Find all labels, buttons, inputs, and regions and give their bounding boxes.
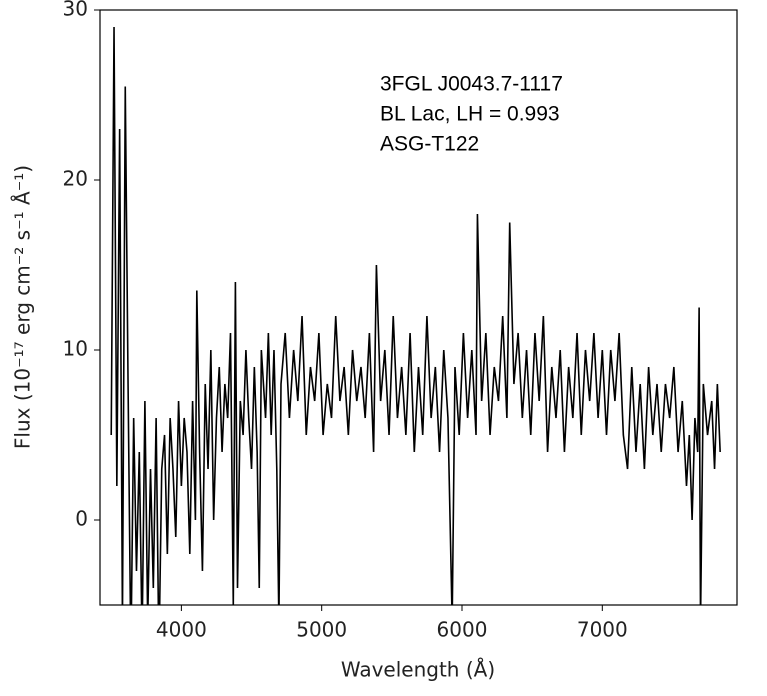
y-tick-label: 10 — [63, 337, 88, 361]
annotation: ASG-T122 — [380, 133, 479, 156]
annotation: BL Lac, LH = 0.993 — [380, 103, 560, 126]
plot-area — [110, 26, 721, 605]
plot-frame — [99, 9, 738, 606]
x-tick-label: 6000 — [437, 618, 488, 642]
annotation: 3FGL J0043.7-1117 — [380, 73, 563, 96]
x-axis-label: Wavelength (Å) — [341, 658, 495, 682]
y-axis-label: Flux (10⁻¹⁷ erg cm⁻² s⁻¹ Å⁻¹) — [11, 165, 35, 449]
y-tick-label: 20 — [63, 167, 88, 191]
x-tick-label: 5000 — [296, 618, 347, 642]
y-tick-label: 0 — [75, 507, 88, 531]
spectrum-line — [110, 26, 721, 605]
y-tick-label: 30 — [63, 0, 88, 21]
x-tick-label: 4000 — [156, 618, 207, 642]
x-tick-label: 7000 — [577, 618, 628, 642]
